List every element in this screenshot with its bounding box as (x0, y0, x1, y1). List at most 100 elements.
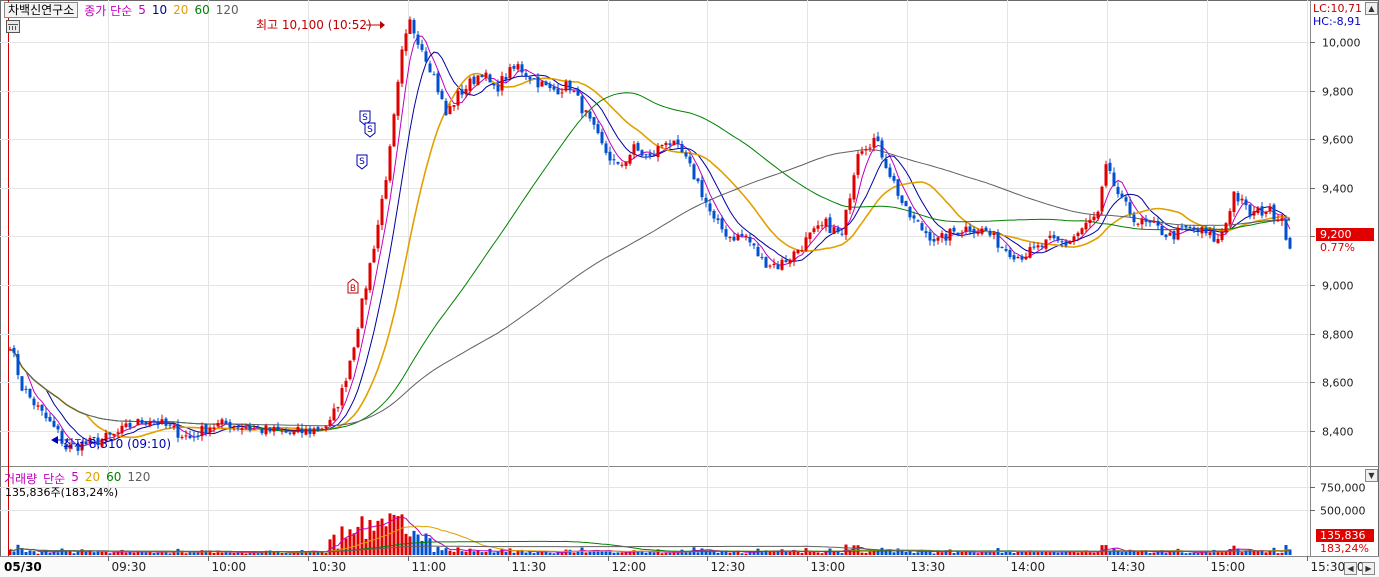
volume-bar (256, 553, 260, 555)
ma-60-label[interactable]: 60 (194, 3, 210, 17)
volume-bar (960, 551, 964, 555)
candle-body (628, 154, 632, 164)
volume-bar (128, 551, 132, 555)
volume-bar (860, 552, 864, 555)
volume-bar (132, 552, 136, 555)
volume-bar (956, 551, 960, 555)
volume-bar (1188, 552, 1192, 555)
ma-10-label[interactable]: 10 (151, 3, 168, 17)
signal-sell-3[interactable]: S (356, 154, 368, 170)
volume-bar (624, 552, 628, 555)
ma-line-10 (9, 51, 1291, 445)
candle-body (180, 436, 184, 438)
ma-120-label[interactable]: 120 (215, 3, 239, 17)
candle-body (72, 442, 76, 444)
volume-bar (48, 552, 52, 555)
candle-body (624, 161, 628, 166)
volume-ma-60-label[interactable]: 60 (106, 470, 122, 484)
candle-body (80, 442, 84, 451)
price-pane-toggle-icon[interactable]: ▲ (1365, 2, 1378, 15)
volume-bar (836, 551, 840, 555)
candle-body (672, 140, 676, 146)
candle-body (432, 74, 436, 76)
candle-body (568, 80, 572, 91)
candle-body (292, 430, 296, 435)
volume-bar (640, 550, 644, 555)
volume-bar (68, 551, 72, 555)
volume-bar (848, 549, 852, 555)
volume-ma-5-label[interactable]: 5 (71, 470, 79, 484)
volume-bar (1268, 550, 1272, 555)
candle-body (12, 347, 16, 353)
volume-bar (1128, 549, 1132, 555)
volume-bar (668, 552, 672, 555)
candle-body (676, 139, 680, 145)
volume-bar (180, 552, 184, 555)
volume-bar (156, 552, 160, 555)
candle-body (580, 96, 584, 114)
candle-body (1028, 247, 1032, 258)
ma-line-5 (9, 35, 1291, 447)
candle-body (1244, 199, 1248, 206)
volume-ma-120-label[interactable]: 120 (127, 470, 151, 484)
candle-body (768, 265, 772, 267)
volume-title[interactable]: 거래량 (4, 472, 38, 486)
scroll-left-icon[interactable]: ◀ (1344, 562, 1357, 575)
candle-body (1048, 235, 1052, 238)
candle-body (1044, 239, 1048, 249)
volume-bar (1116, 550, 1120, 555)
candle-body (368, 263, 372, 291)
ma-20-label[interactable]: 20 (173, 3, 189, 17)
candle-body (1216, 239, 1220, 244)
candle-body (732, 236, 736, 241)
candle-body (792, 251, 796, 262)
candle-body (396, 81, 400, 116)
volume-bar (164, 551, 168, 555)
candle-body (736, 234, 740, 241)
scroll-right-icon[interactable]: ▶ (1362, 562, 1375, 575)
volume-bar (620, 552, 624, 555)
candle-body (1004, 248, 1008, 251)
volume-ma-20-label[interactable]: 20 (84, 470, 101, 484)
volume-bar (772, 551, 776, 555)
volume-bar (776, 550, 780, 555)
high-annotation: 최고 10,100 (10:52) (256, 18, 372, 32)
candle-body (648, 153, 652, 156)
candle-body (1228, 211, 1232, 225)
volume-bar (1080, 552, 1084, 555)
volume-bar (1180, 552, 1184, 555)
volume-bar (408, 536, 412, 555)
candle-body (1232, 191, 1236, 212)
volume-bar (704, 550, 708, 555)
grid-lines (0, 0, 1310, 556)
volume-bar (1048, 552, 1052, 555)
time-tick-label: 15:00 (1211, 560, 1246, 574)
candle-body (500, 76, 504, 91)
calendar-icon[interactable] (6, 20, 20, 33)
stock-name-button[interactable]: 차백신연구소 (4, 2, 79, 18)
candle-body (1040, 245, 1044, 247)
candle-body (1192, 227, 1196, 230)
signal-buy[interactable]: B (347, 278, 359, 294)
candle-body (140, 419, 144, 424)
volume-bar (1264, 552, 1268, 555)
volume-bar (972, 552, 976, 555)
volume-bar (152, 553, 156, 555)
ma-5-label[interactable]: 5 (138, 3, 146, 17)
volume-bar (740, 553, 744, 555)
volume-bar (1248, 549, 1252, 555)
volume-bar (216, 550, 220, 555)
signal-sell-2[interactable]: S (364, 122, 376, 138)
candle-body (100, 439, 104, 447)
volume-pane-toggle-icon[interactable]: ▼ (1365, 469, 1378, 482)
volume-bar (648, 551, 652, 555)
volume-bar (136, 550, 140, 555)
volume-bar (440, 550, 444, 555)
volume-bar (96, 550, 100, 555)
candle-body (592, 117, 596, 125)
candle-body (400, 49, 404, 84)
candle-body (1064, 241, 1068, 246)
volume-bar (1088, 552, 1092, 555)
volume-bar (1168, 552, 1172, 555)
